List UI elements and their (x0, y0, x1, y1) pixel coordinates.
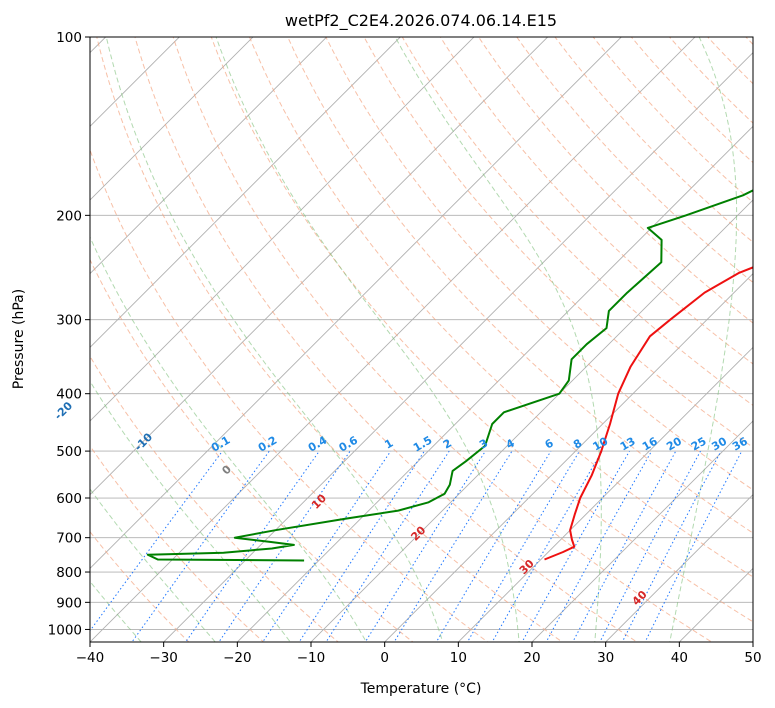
isotherm-line (90, 37, 254, 201)
y-tick-label: 500 (56, 444, 82, 460)
y-tick-label: 900 (56, 595, 82, 611)
dry-adiabat (172, 37, 713, 642)
dry-adiabat (363, 37, 753, 448)
dewpoint-line (146, 189, 753, 562)
mixing-ratio-line (435, 450, 552, 642)
y-tick-label: 800 (56, 565, 82, 581)
isotherm-line (384, 273, 753, 642)
axes: −40 −30 −20 −10 0 10 20 30 40 50 1000 900 800 700 600 5… (48, 30, 762, 666)
dry-adiabat (771, 24, 775, 654)
y-tick-label: 300 (56, 313, 82, 329)
isotherm-line (310, 199, 753, 642)
mixing-ratio-line (262, 450, 392, 642)
isotherm-line (90, 37, 622, 569)
x-tick-label: 30 (597, 650, 614, 666)
isotherm-line (0, 10, 59, 654)
moist-adiabat (669, 37, 738, 642)
isotherm-line (90, 37, 696, 642)
dry-adiabat (134, 37, 638, 642)
moist-adiabat (215, 37, 520, 642)
moist-adiabat (90, 488, 216, 642)
isotherm-line (457, 346, 753, 642)
dry-adiabat (96, 37, 564, 642)
isotherm-line (236, 125, 753, 642)
dry-adiabat (90, 258, 414, 642)
moist-adiabat (90, 235, 367, 642)
y-tick-label: 700 (56, 531, 82, 547)
isotherm-line (90, 37, 401, 348)
moist-adiabat (90, 380, 291, 642)
x-tick-label: 0 (380, 650, 389, 666)
dry-adiabat (287, 37, 753, 534)
plot-frame (89, 36, 754, 643)
isotherm-line (531, 420, 753, 642)
dry-adiabat (210, 37, 753, 623)
mixing-ratio-line (644, 450, 743, 642)
dry-adiabat (90, 148, 489, 642)
moist-adiabat (105, 37, 444, 642)
isotherm-line (163, 52, 753, 642)
x-tick-label: 10 (450, 650, 467, 666)
mixing-ratio-line (545, 450, 653, 642)
x-axis-label: Temperature (°C) (360, 681, 482, 697)
dry-adiabat (630, 37, 753, 164)
mixing-ratio-line (298, 450, 425, 642)
chart-title: wetPf2_C2E4.2026.074.06.14.E15 (285, 11, 557, 31)
dry-adiabat (554, 37, 753, 243)
x-tick-label: 20 (523, 650, 540, 666)
dry-adiabat (325, 37, 753, 491)
isotherm-line (90, 37, 549, 496)
mixing-ratio-line (466, 450, 580, 642)
moist-adiabat (394, 37, 602, 642)
x-tick-label: 40 (671, 650, 688, 666)
x-tick-label: −20 (223, 650, 252, 666)
mixing-ratio-line (491, 450, 603, 642)
x-tick-label: −30 (149, 650, 178, 666)
dry-adiabat (477, 37, 753, 324)
x-tick-label: 50 (744, 650, 761, 666)
mixing-ratio-line (185, 450, 320, 642)
plot-area (90, 37, 753, 642)
isotherm-line (90, 37, 180, 127)
background-lines (0, 10, 775, 654)
dry-adiabat (248, 37, 753, 578)
temperature-line (544, 266, 753, 561)
y-axis-label: Pressure (hPa) (11, 289, 27, 389)
y-tick-label: 600 (56, 491, 82, 507)
y-tick-label: 1000 (48, 622, 82, 638)
y-tick-label: 200 (56, 208, 82, 224)
x-tick-label: −10 (297, 650, 326, 666)
mixing-ratio-line (325, 450, 450, 642)
dry-adiabat (439, 37, 753, 365)
isotherm-line (605, 494, 753, 642)
mixing-ratio-line (218, 450, 351, 642)
y-tick-label: 100 (56, 30, 82, 46)
x-tick-label: −40 (76, 650, 105, 666)
dry-adiabat (90, 355, 339, 642)
profile-lines (146, 189, 753, 562)
isotherm-line (90, 37, 475, 422)
y-tick-label: 400 (56, 387, 82, 403)
